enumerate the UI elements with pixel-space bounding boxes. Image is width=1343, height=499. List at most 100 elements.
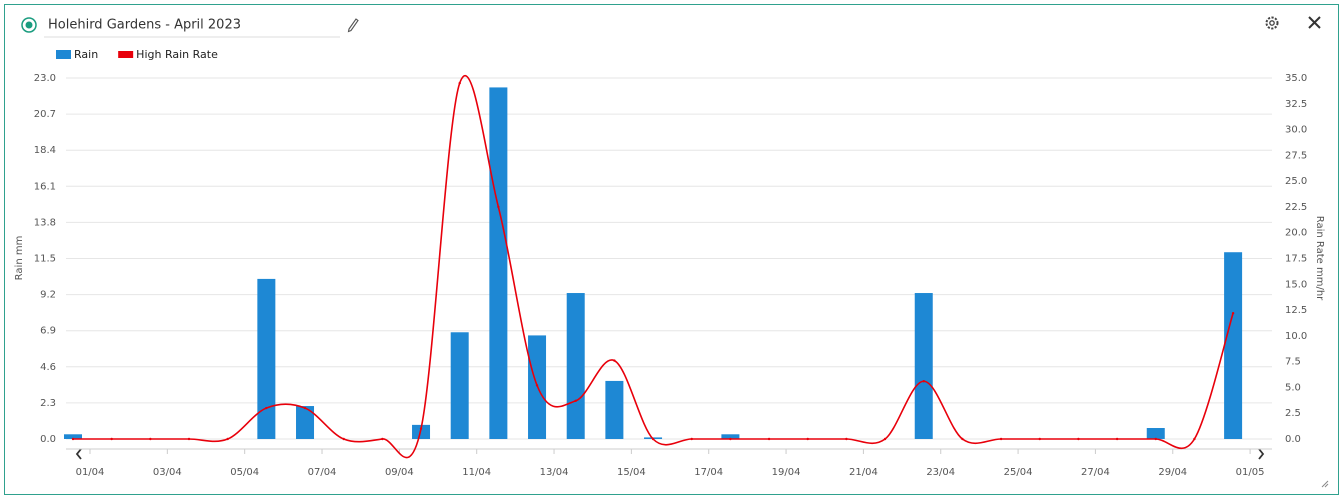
rate-point bbox=[1038, 437, 1041, 441]
x-tick-label: 01/04 bbox=[76, 467, 105, 478]
rate-point bbox=[381, 437, 384, 441]
settings-icon[interactable] bbox=[1265, 16, 1279, 30]
y-tick-label: 16.1 bbox=[34, 181, 56, 192]
y-tick-label: 0.0 bbox=[40, 434, 56, 445]
rate-point bbox=[574, 399, 577, 403]
bar bbox=[1146, 428, 1165, 439]
close-icon[interactable] bbox=[1308, 16, 1321, 29]
legend-swatch bbox=[118, 51, 134, 58]
rate-point bbox=[497, 205, 500, 209]
y2-tick-label: 15.0 bbox=[1285, 279, 1307, 290]
y-tick-label: 23.0 bbox=[34, 73, 56, 84]
rate-point bbox=[922, 380, 925, 383]
x-tick-label: 25/04 bbox=[1004, 467, 1033, 478]
legend-label: High Rain Rate bbox=[136, 48, 218, 61]
rate-point bbox=[1115, 437, 1119, 441]
rate-point bbox=[1154, 437, 1157, 441]
y2-tick-label: 22.5 bbox=[1285, 202, 1307, 213]
y2-tick-label: 25.0 bbox=[1285, 176, 1307, 187]
bar bbox=[721, 434, 740, 439]
rate-point bbox=[806, 437, 809, 441]
legend-label: Rain bbox=[74, 48, 98, 61]
rate-point bbox=[845, 437, 848, 441]
y2-tick-label: 12.5 bbox=[1285, 305, 1307, 316]
y-tick-label: 4.6 bbox=[40, 362, 56, 373]
rate-point bbox=[342, 437, 345, 441]
rate-point bbox=[303, 406, 307, 410]
y-axis-title: Rain mm bbox=[14, 236, 25, 281]
y2-tick-label: 35.0 bbox=[1285, 73, 1307, 84]
bar bbox=[450, 332, 469, 439]
bar bbox=[566, 293, 585, 439]
rate-point bbox=[265, 406, 268, 410]
y-tick-label: 6.9 bbox=[40, 326, 56, 337]
gear-teeth bbox=[1265, 16, 1279, 30]
status-icon[interactable] bbox=[21, 17, 37, 33]
x-tick-label: 09/04 bbox=[385, 467, 414, 478]
widget-border bbox=[4, 4, 1339, 495]
rate-point bbox=[883, 437, 887, 441]
bar bbox=[605, 380, 624, 439]
y2-tick-label: 0.0 bbox=[1285, 434, 1301, 445]
y2-tick-label: 20.0 bbox=[1285, 228, 1307, 239]
x-tick-label: 13/04 bbox=[540, 467, 569, 478]
resize-handle[interactable] bbox=[1321, 480, 1329, 488]
y-tick-label: 18.4 bbox=[34, 145, 56, 156]
rate-point bbox=[651, 437, 655, 441]
rate-point bbox=[419, 427, 423, 430]
x-tick-label: 29/04 bbox=[1158, 467, 1187, 478]
rate-point bbox=[1231, 311, 1235, 315]
rate-point bbox=[1193, 437, 1196, 441]
rate-point bbox=[999, 437, 1003, 441]
rate-point bbox=[535, 384, 539, 387]
y-tick-label: 13.8 bbox=[34, 217, 56, 228]
rate-point bbox=[110, 437, 113, 441]
scroll-left[interactable] bbox=[75, 448, 82, 460]
x-tick-label: 11/04 bbox=[462, 467, 491, 478]
rate-point bbox=[187, 437, 191, 441]
x-tick-label: 07/04 bbox=[308, 467, 337, 478]
rate-point bbox=[767, 437, 771, 441]
bar bbox=[296, 406, 315, 439]
x-tick-label: 05/04 bbox=[230, 467, 259, 478]
rate-point bbox=[149, 437, 152, 441]
y2-tick-label: 30.0 bbox=[1285, 125, 1307, 136]
rate-point bbox=[71, 437, 75, 441]
y2-tick-label: 7.5 bbox=[1285, 357, 1301, 368]
rate-point bbox=[961, 437, 964, 441]
x-tick-label: 15/04 bbox=[617, 467, 646, 478]
status-dot bbox=[25, 21, 33, 29]
rate-point bbox=[1077, 437, 1080, 441]
bar bbox=[257, 278, 276, 439]
y2-tick-label: 10.0 bbox=[1285, 331, 1307, 342]
legend-swatch bbox=[56, 50, 71, 59]
x-tick-label: 23/04 bbox=[926, 467, 955, 478]
y-tick-label: 9.2 bbox=[40, 290, 56, 301]
bar bbox=[1224, 252, 1243, 439]
y2-axis-title: Rain Rate mm/hr bbox=[1314, 216, 1325, 301]
y2-tick-label: 2.5 bbox=[1285, 408, 1301, 419]
rate-point bbox=[690, 437, 693, 441]
x-tick-label: 27/04 bbox=[1081, 467, 1110, 478]
y2-tick-label: 17.5 bbox=[1285, 254, 1307, 265]
rate-point bbox=[226, 437, 229, 441]
widget-title[interactable]: Holehird Gardens - April 2023 bbox=[48, 18, 241, 33]
y2-tick-label: 27.5 bbox=[1285, 150, 1307, 161]
rate-point bbox=[729, 437, 732, 441]
rate-point bbox=[458, 81, 461, 85]
bar bbox=[489, 87, 508, 439]
x-tick-label: 17/04 bbox=[694, 467, 723, 478]
x-tick-label: 01/05 bbox=[1236, 467, 1265, 478]
scroll-right[interactable] bbox=[1258, 448, 1265, 460]
x-tick-label: 03/04 bbox=[153, 467, 182, 478]
y-tick-label: 20.7 bbox=[34, 109, 56, 120]
y-tick-label: 11.5 bbox=[34, 254, 56, 265]
y2-tick-label: 5.0 bbox=[1285, 382, 1301, 393]
bar bbox=[64, 434, 82, 439]
y-tick-label: 2.3 bbox=[40, 398, 56, 409]
y2-tick-label: 32.5 bbox=[1285, 99, 1307, 110]
rate-point bbox=[613, 359, 616, 362]
edit-icon[interactable] bbox=[347, 18, 359, 33]
bar bbox=[914, 293, 933, 439]
